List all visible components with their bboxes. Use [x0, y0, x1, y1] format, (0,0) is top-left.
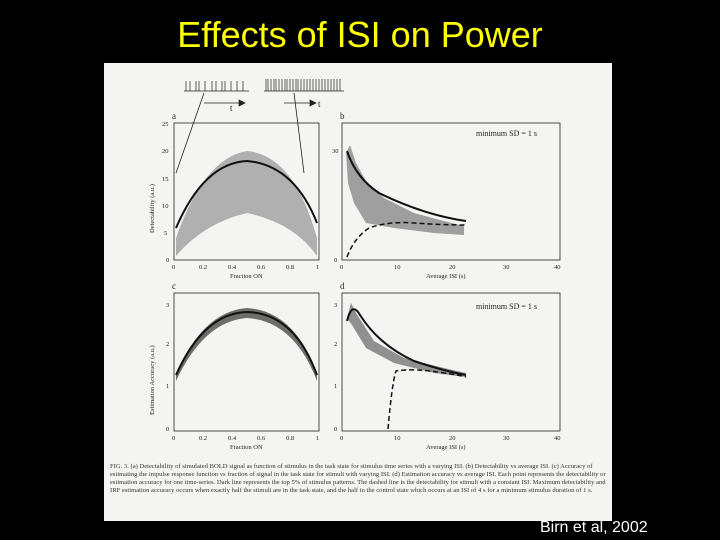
panel-a: a 25 20 15 10 5 0 0 0.2 0.4 0.6 0.8 1 Fr… — [149, 111, 320, 280]
svg-text:0: 0 — [334, 426, 337, 433]
panel-a-xticks: 0 0.2 0.4 0.6 0.8 1 — [172, 264, 319, 271]
zoom-line-right — [293, 92, 305, 174]
svg-text:20: 20 — [449, 264, 456, 271]
panel-b-xlabel: Average ISI (s) — [426, 273, 466, 280]
panel-c-scatter-cloud — [176, 308, 317, 381]
panel-a-top-curve — [175, 159, 318, 229]
panel-b-yticks: 30 0 — [332, 148, 339, 264]
panel-d-frame — [341, 292, 561, 432]
panel-c-curve — [175, 310, 318, 376]
svg-text:10: 10 — [394, 264, 401, 271]
svg-text:0: 0 — [172, 435, 175, 442]
panel-b-xticks: 0 10 20 30 40 — [340, 264, 561, 271]
panel-d-yticks: 3 2 1 0 — [334, 302, 337, 433]
panel-a-yticks: 25 20 15 10 5 0 — [162, 121, 169, 264]
svg-text:0: 0 — [340, 264, 343, 271]
panel-d-dashed-curve — [387, 369, 467, 430]
panel-b-frame — [341, 122, 561, 261]
svg-text:0.8: 0.8 — [286, 264, 294, 271]
panel-b: b minimum SD = 1 s 30 0 0 10 20 30 40 Av… — [332, 111, 561, 280]
stimulus-strip-left — [184, 81, 249, 107]
svg-text:3: 3 — [334, 302, 337, 309]
panel-a-frame — [173, 122, 320, 261]
figure-panels: t t a — [149, 79, 561, 451]
panel-d-label: d — [340, 281, 345, 291]
svg-text:0.2: 0.2 — [199, 264, 207, 271]
svg-text:40: 40 — [554, 435, 561, 442]
svg-text:0.6: 0.6 — [257, 435, 266, 442]
panel-d-solid-curve — [346, 308, 467, 376]
svg-text:1: 1 — [166, 383, 169, 390]
svg-text:0.4: 0.4 — [228, 264, 237, 271]
stimulus-label-left: t — [230, 103, 233, 113]
svg-text:0: 0 — [334, 257, 337, 264]
stimulus-label-right: t — [318, 99, 321, 109]
svg-text:0: 0 — [166, 426, 169, 433]
svg-text:0: 0 — [172, 264, 175, 271]
figure-image: t t a — [104, 63, 612, 521]
svg-text:10: 10 — [162, 203, 169, 210]
figure-caption: FIG. 3. (a) Detectability of simulated B… — [110, 463, 606, 494]
svg-text:2: 2 — [166, 341, 169, 348]
svg-text:0.6: 0.6 — [257, 264, 266, 271]
svg-text:1: 1 — [316, 435, 319, 442]
panel-a-scatter-cloud — [176, 151, 317, 256]
panel-a-label: a — [172, 111, 176, 121]
svg-text:0.2: 0.2 — [199, 435, 207, 442]
svg-text:20: 20 — [449, 435, 456, 442]
svg-text:1: 1 — [334, 383, 337, 390]
panel-d-xlabel: Average ISI (s) — [426, 444, 466, 451]
zoom-line-left — [175, 92, 205, 174]
svg-text:40: 40 — [554, 264, 561, 271]
panel-d-scatter-cloud — [347, 303, 466, 377]
svg-text:2: 2 — [334, 341, 337, 348]
svg-text:5: 5 — [164, 230, 167, 237]
slide-title: Effects of ISI on Power — [177, 14, 543, 55]
stimulus-strip-right — [264, 79, 344, 107]
svg-text:0: 0 — [166, 257, 169, 264]
svg-text:0.8: 0.8 — [286, 435, 294, 442]
panel-c: c 3 2 1 0 0 0.2 0.4 0.6 0.8 1 Fraction O… — [149, 281, 320, 451]
svg-text:15: 15 — [162, 176, 169, 183]
svg-text:30: 30 — [332, 148, 339, 155]
panel-a-xlabel: Fraction ON — [230, 273, 263, 280]
panel-d-xticks: 0 10 20 30 40 — [340, 435, 561, 442]
panel-b-dashed-curve — [346, 221, 467, 258]
panel-b-scatter-cloud — [346, 145, 464, 235]
svg-text:10: 10 — [394, 435, 401, 442]
svg-text:20: 20 — [162, 148, 169, 155]
panel-c-label: c — [172, 281, 176, 291]
panel-c-ylabel: Estimation Accuracy (a.u.) — [149, 345, 156, 415]
citation: Birn et al, 2002 — [540, 519, 648, 536]
panel-c-frame — [173, 292, 320, 432]
panel-c-xticks: 0 0.2 0.4 0.6 0.8 1 — [172, 435, 319, 442]
panel-b-label: b — [340, 111, 345, 121]
svg-text:30: 30 — [503, 435, 510, 442]
panel-c-yticks: 3 2 1 0 — [166, 302, 169, 433]
svg-text:1: 1 — [316, 264, 319, 271]
svg-text:0: 0 — [340, 435, 343, 442]
svg-text:3: 3 — [166, 302, 169, 309]
panel-b-legend: minimum SD = 1 s — [476, 129, 537, 138]
svg-text:25: 25 — [162, 121, 169, 128]
panel-d: d minimum SD = 1 s 3 2 1 0 0 10 20 30 40… — [334, 281, 561, 451]
svg-text:30: 30 — [503, 264, 510, 271]
panel-d-legend: minimum SD = 1 s — [476, 302, 537, 311]
panel-b-solid-curve — [346, 150, 467, 222]
panel-c-xlabel: Fraction ON — [230, 444, 263, 451]
svg-text:0.4: 0.4 — [228, 435, 237, 442]
panel-a-ylabel: Detectability (a.u.) — [149, 184, 156, 233]
